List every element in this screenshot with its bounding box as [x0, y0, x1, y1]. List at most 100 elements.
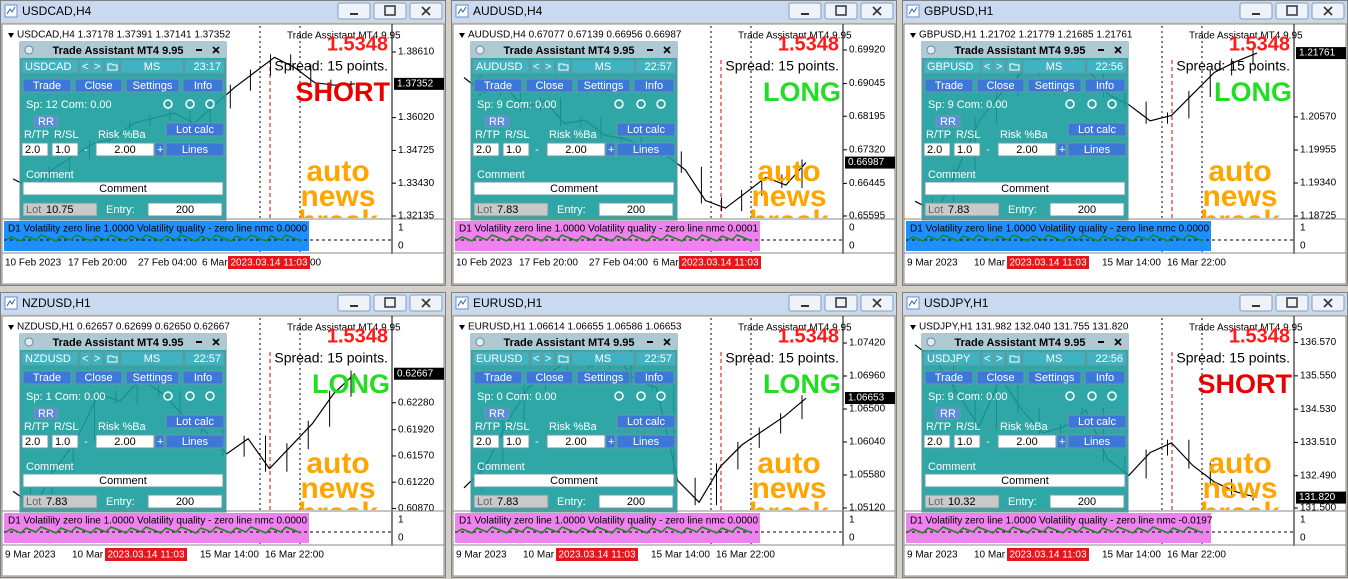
panel-close[interactable] — [1114, 46, 1122, 54]
sl-input[interactable] — [502, 434, 530, 449]
risk-plus-button[interactable] — [605, 142, 616, 157]
symbol-box[interactable] — [472, 59, 530, 74]
window-max-button[interactable] — [824, 294, 858, 312]
chart-window[interactable]: NZDUSD,H1 NZDUSD,H1 0.62657 0.62699 0.626… — [0, 292, 446, 578]
window-max-button[interactable] — [1275, 2, 1309, 20]
nav-prev[interactable] — [79, 351, 92, 366]
symbol-box[interactable] — [923, 59, 981, 74]
window-min-button[interactable] — [1239, 2, 1273, 20]
nav-prev[interactable] — [530, 351, 543, 366]
chart-window[interactable]: GBPUSD,H1 GBPUSD,H1 1.21702 1.21779 1.216… — [902, 0, 1348, 286]
nav-prev[interactable] — [530, 59, 543, 74]
comment-input[interactable] — [22, 181, 224, 196]
panel-button[interactable] — [525, 370, 574, 385]
lot-input[interactable] — [22, 202, 98, 217]
tp-input[interactable] — [923, 142, 951, 157]
nav-next[interactable] — [993, 351, 1006, 366]
lines-button[interactable] — [616, 142, 676, 157]
panel-button[interactable] — [976, 370, 1025, 385]
risk-input[interactable] — [546, 142, 606, 157]
rr-button[interactable] — [935, 407, 961, 420]
entry-input[interactable] — [1049, 494, 1125, 509]
mode-box[interactable] — [571, 351, 635, 366]
risk-input[interactable] — [997, 434, 1057, 449]
lot-input[interactable] — [924, 494, 1000, 509]
sl-input[interactable] — [502, 142, 530, 157]
risk-plus-button[interactable] — [1056, 142, 1067, 157]
symbol-box[interactable] — [21, 59, 79, 74]
panel-button[interactable] — [1027, 78, 1082, 93]
panel-button[interactable] — [74, 370, 123, 385]
entry-input[interactable] — [147, 202, 223, 217]
panel-tool-icon[interactable] — [1065, 99, 1075, 109]
lines-button[interactable] — [165, 434, 225, 449]
nav-next[interactable] — [91, 59, 104, 74]
nav-next[interactable] — [542, 351, 555, 366]
panel-button[interactable] — [924, 78, 974, 93]
risk-input[interactable] — [546, 434, 606, 449]
panel-button[interactable] — [74, 78, 123, 93]
chart-window[interactable]: EURUSD,H1 EURUSD,H1 1.06614 1.06655 1.065… — [451, 292, 897, 578]
panel-button[interactable] — [633, 370, 675, 385]
nav-next[interactable] — [91, 351, 104, 366]
nav-prev[interactable] — [981, 351, 994, 366]
panel-close[interactable] — [663, 338, 671, 346]
rr-button[interactable] — [484, 115, 510, 128]
lot-calc-button[interactable] — [165, 414, 225, 429]
panel-button[interactable] — [1084, 370, 1126, 385]
risk-plus-button[interactable] — [605, 434, 616, 449]
panel-button[interactable] — [976, 78, 1025, 93]
panel-close[interactable] — [1114, 338, 1122, 346]
entry-input[interactable] — [598, 202, 674, 217]
panel-tool-icon[interactable] — [614, 99, 624, 109]
panel-tool-icon[interactable] — [185, 391, 195, 401]
panel-button[interactable] — [182, 370, 224, 385]
panel-tool-icon[interactable] — [1065, 391, 1075, 401]
panel-button[interactable] — [633, 78, 675, 93]
comment-input[interactable] — [473, 473, 675, 488]
sl-input[interactable] — [953, 142, 981, 157]
risk-plus-button[interactable] — [154, 434, 165, 449]
nav-next[interactable] — [993, 59, 1006, 74]
lot-calc-button[interactable] — [616, 414, 676, 429]
mode-box[interactable] — [571, 59, 635, 74]
sl-input[interactable] — [51, 142, 79, 157]
tp-input[interactable] — [923, 434, 951, 449]
entry-input[interactable] — [147, 494, 223, 509]
symbol-box[interactable] — [472, 351, 530, 366]
panel-close[interactable] — [663, 46, 671, 54]
panel-button[interactable] — [924, 370, 974, 385]
panel-tool-icon[interactable] — [656, 99, 666, 109]
panel-button[interactable] — [125, 370, 180, 385]
entry-input[interactable] — [598, 494, 674, 509]
risk-plus-button[interactable] — [1056, 434, 1067, 449]
lot-calc-button[interactable] — [1067, 414, 1127, 429]
comment-input[interactable] — [22, 473, 224, 488]
window-min-button[interactable] — [788, 2, 822, 20]
tp-input[interactable] — [472, 434, 500, 449]
panel-tool-icon[interactable] — [205, 391, 215, 401]
window-max-button[interactable] — [373, 294, 407, 312]
window-min-button[interactable] — [788, 294, 822, 312]
panel-tool-icon[interactable] — [205, 99, 215, 109]
lot-calc-button[interactable] — [165, 122, 225, 137]
window-min-button[interactable] — [337, 294, 371, 312]
panel-tool-icon[interactable] — [1107, 99, 1117, 109]
lot-input[interactable] — [473, 202, 549, 217]
panel-tool-icon[interactable] — [636, 99, 646, 109]
panel-tool-icon[interactable] — [1107, 391, 1117, 401]
symbol-box[interactable] — [923, 351, 981, 366]
panel-button[interactable] — [473, 370, 523, 385]
panel-tool-icon[interactable] — [656, 391, 666, 401]
comment-input[interactable] — [924, 473, 1126, 488]
window-min-button[interactable] — [337, 2, 371, 20]
panel-tool-icon[interactable] — [163, 391, 173, 401]
rr-button[interactable] — [484, 407, 510, 420]
panel-button[interactable] — [22, 370, 72, 385]
risk-input[interactable] — [95, 434, 155, 449]
lines-button[interactable] — [1067, 434, 1127, 449]
nav-prev[interactable] — [981, 59, 994, 74]
panel-button[interactable] — [576, 370, 631, 385]
entry-input[interactable] — [1049, 202, 1125, 217]
panel-button[interactable] — [22, 78, 72, 93]
